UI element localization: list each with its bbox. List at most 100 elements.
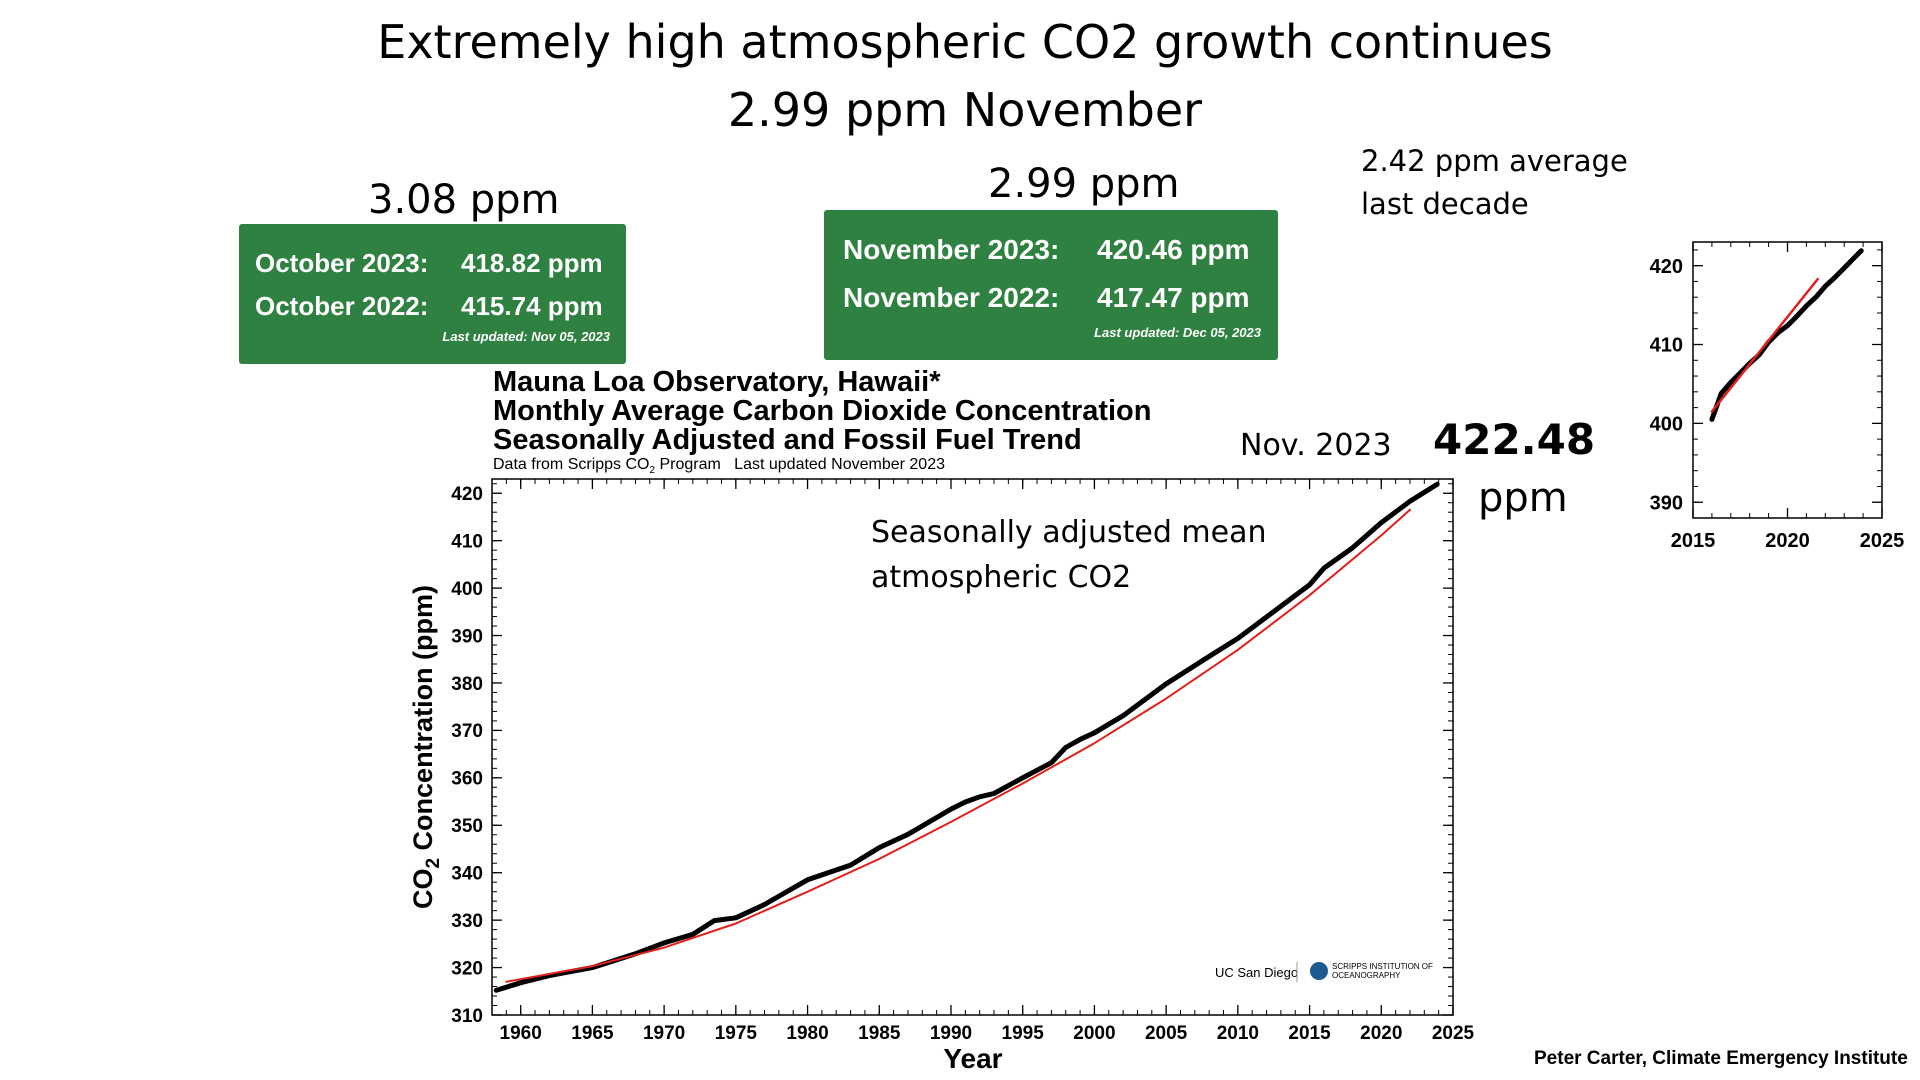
credit-text: Peter Carter, Climate Emergency Institut… xyxy=(1534,1048,1908,1069)
y-tick-label: 400 xyxy=(1650,414,1683,436)
latest-unit: ppm xyxy=(1478,475,1568,521)
data-point xyxy=(1842,265,1847,271)
x-tick-label: 1970 xyxy=(643,1023,685,1044)
data-point xyxy=(1120,713,1126,718)
chart-source-note: Data from Scripps CO2 Program Last updat… xyxy=(493,456,945,477)
data-point xyxy=(1020,775,1025,781)
data-point xyxy=(1092,730,1097,735)
y-tick-label: 370 xyxy=(451,721,483,742)
seasonally-adjusted-mean-line xyxy=(493,481,1440,993)
panel-row-label: October 2023: xyxy=(255,248,429,278)
data-point xyxy=(1307,582,1312,587)
data-point xyxy=(762,902,767,907)
data-point xyxy=(518,980,523,985)
data-point xyxy=(712,918,717,923)
data-point xyxy=(1719,391,1724,396)
november-change-label: 2.99 ppm xyxy=(988,161,1180,207)
y-tick-label: 330 xyxy=(451,911,483,932)
data-point xyxy=(1435,482,1440,487)
x-tick-label: 2025 xyxy=(1860,530,1905,552)
data-point xyxy=(733,915,739,920)
x-tick-label: 1975 xyxy=(715,1023,758,1044)
decade-average-note: 2.42 ppm average last decade xyxy=(1361,140,1628,226)
data-point xyxy=(1832,275,1837,280)
x-tick-label: 2010 xyxy=(1217,1023,1259,1044)
main-y-axis-label: CO2 Concentration (ppm) xyxy=(408,585,444,909)
y-tick-label: 390 xyxy=(451,626,483,647)
fossil-fuel-trend-line xyxy=(505,508,1411,983)
chart-header-line3: Seasonally Adjusted and Fossil Fuel Tren… xyxy=(493,424,1082,456)
panel-updated-text: Last updated: Dec 05, 2023 xyxy=(1094,325,1261,340)
panel-row-value: 417.47 ppm xyxy=(1097,282,1250,313)
y-tick-label: 380 xyxy=(451,674,483,695)
data-point xyxy=(991,791,997,796)
data-point xyxy=(1709,417,1715,422)
data-point xyxy=(1264,614,1269,620)
chart-header-line2: Monthly Average Carbon Dioxide Concentra… xyxy=(493,395,1152,427)
y-tick-label: 340 xyxy=(451,864,483,885)
x-tick-label: 2015 xyxy=(1671,530,1716,552)
y-tick-label: 310 xyxy=(451,1006,483,1027)
panel-row-label: October 2022: xyxy=(255,291,429,321)
chart-annotation-line2: atmospheric CO2 xyxy=(871,560,1132,595)
data-point xyxy=(1049,760,1054,765)
decade-average-line2: last decade xyxy=(1361,187,1529,221)
data-point xyxy=(877,845,882,850)
data-point xyxy=(1804,303,1809,309)
data-point xyxy=(805,877,810,883)
data-point xyxy=(1794,313,1800,319)
scripps-logo-line1: SCRIPPS INSTITUTION OF xyxy=(1332,962,1433,971)
y-tick-label: 350 xyxy=(451,816,483,837)
data-point xyxy=(1350,545,1355,550)
chart-annotation-line1: Seasonally adjusted mean xyxy=(871,515,1267,550)
data-point xyxy=(1407,499,1413,504)
october-change-label: 3.08 ppm xyxy=(368,177,560,223)
data-point xyxy=(1785,323,1790,328)
x-tick-label: 2020 xyxy=(1360,1023,1402,1044)
main-x-axis-label: Year xyxy=(943,1043,1002,1074)
chart-annotation: Seasonally adjusted mean atmospheric CO2 xyxy=(871,510,1267,600)
scripps-logo-icon xyxy=(1310,962,1328,980)
decade-average-line1: 2.42 ppm average xyxy=(1361,144,1628,178)
slide-title-line1: Extremely high atmospheric CO2 growth co… xyxy=(377,15,1553,69)
x-tick-label: 1960 xyxy=(500,1023,542,1044)
data-point xyxy=(977,794,982,800)
data-point xyxy=(1859,248,1864,253)
x-tick-label: 1990 xyxy=(930,1023,972,1044)
data-point xyxy=(1379,520,1384,525)
y-tick-label: 420 xyxy=(1650,256,1683,278)
y-tick-label: 320 xyxy=(451,958,483,979)
x-tick-label: 2005 xyxy=(1145,1023,1188,1044)
x-tick-label: 2025 xyxy=(1432,1023,1475,1044)
latest-value: 422.48 xyxy=(1433,415,1596,464)
scripps-logo-line2: OCEANOGRAPHY xyxy=(1332,971,1401,980)
data-point xyxy=(1728,380,1734,385)
fossil-fuel-trend-line xyxy=(1710,277,1819,413)
data-point xyxy=(1235,636,1241,641)
panel-updated-text: Last updated: Nov 05, 2023 xyxy=(442,329,610,344)
data-point xyxy=(1321,565,1327,571)
x-tick-label: 2015 xyxy=(1288,1023,1331,1044)
panel-row-value: 415.74 ppm xyxy=(461,291,603,321)
data-point xyxy=(948,806,954,812)
data-point xyxy=(848,862,853,868)
november-comparison-panel: November 2023: 420.46 ppm November 2022:… xyxy=(824,210,1278,360)
x-tick-label: 1995 xyxy=(1002,1023,1045,1044)
y-tick-label: 400 xyxy=(451,579,483,600)
data-point xyxy=(963,799,968,805)
seasonally-adjusted-mean-line xyxy=(1709,248,1864,422)
data-point xyxy=(1823,283,1828,289)
data-point xyxy=(494,988,499,993)
chart-header-line1: Mauna Loa Observatory, Hawaii* xyxy=(493,366,941,398)
y-tick-label: 390 xyxy=(1650,492,1683,514)
data-point xyxy=(1163,681,1169,687)
y-tick-label: 360 xyxy=(451,769,483,790)
x-tick-label: 1980 xyxy=(786,1023,828,1044)
panel-row-value: 418.82 ppm xyxy=(461,248,603,278)
data-point xyxy=(1206,654,1212,659)
ucsd-logo: UC San Diego xyxy=(1215,965,1298,980)
data-point xyxy=(1077,737,1083,742)
panel-row-label: November 2023: xyxy=(843,234,1060,265)
data-point xyxy=(690,932,696,937)
